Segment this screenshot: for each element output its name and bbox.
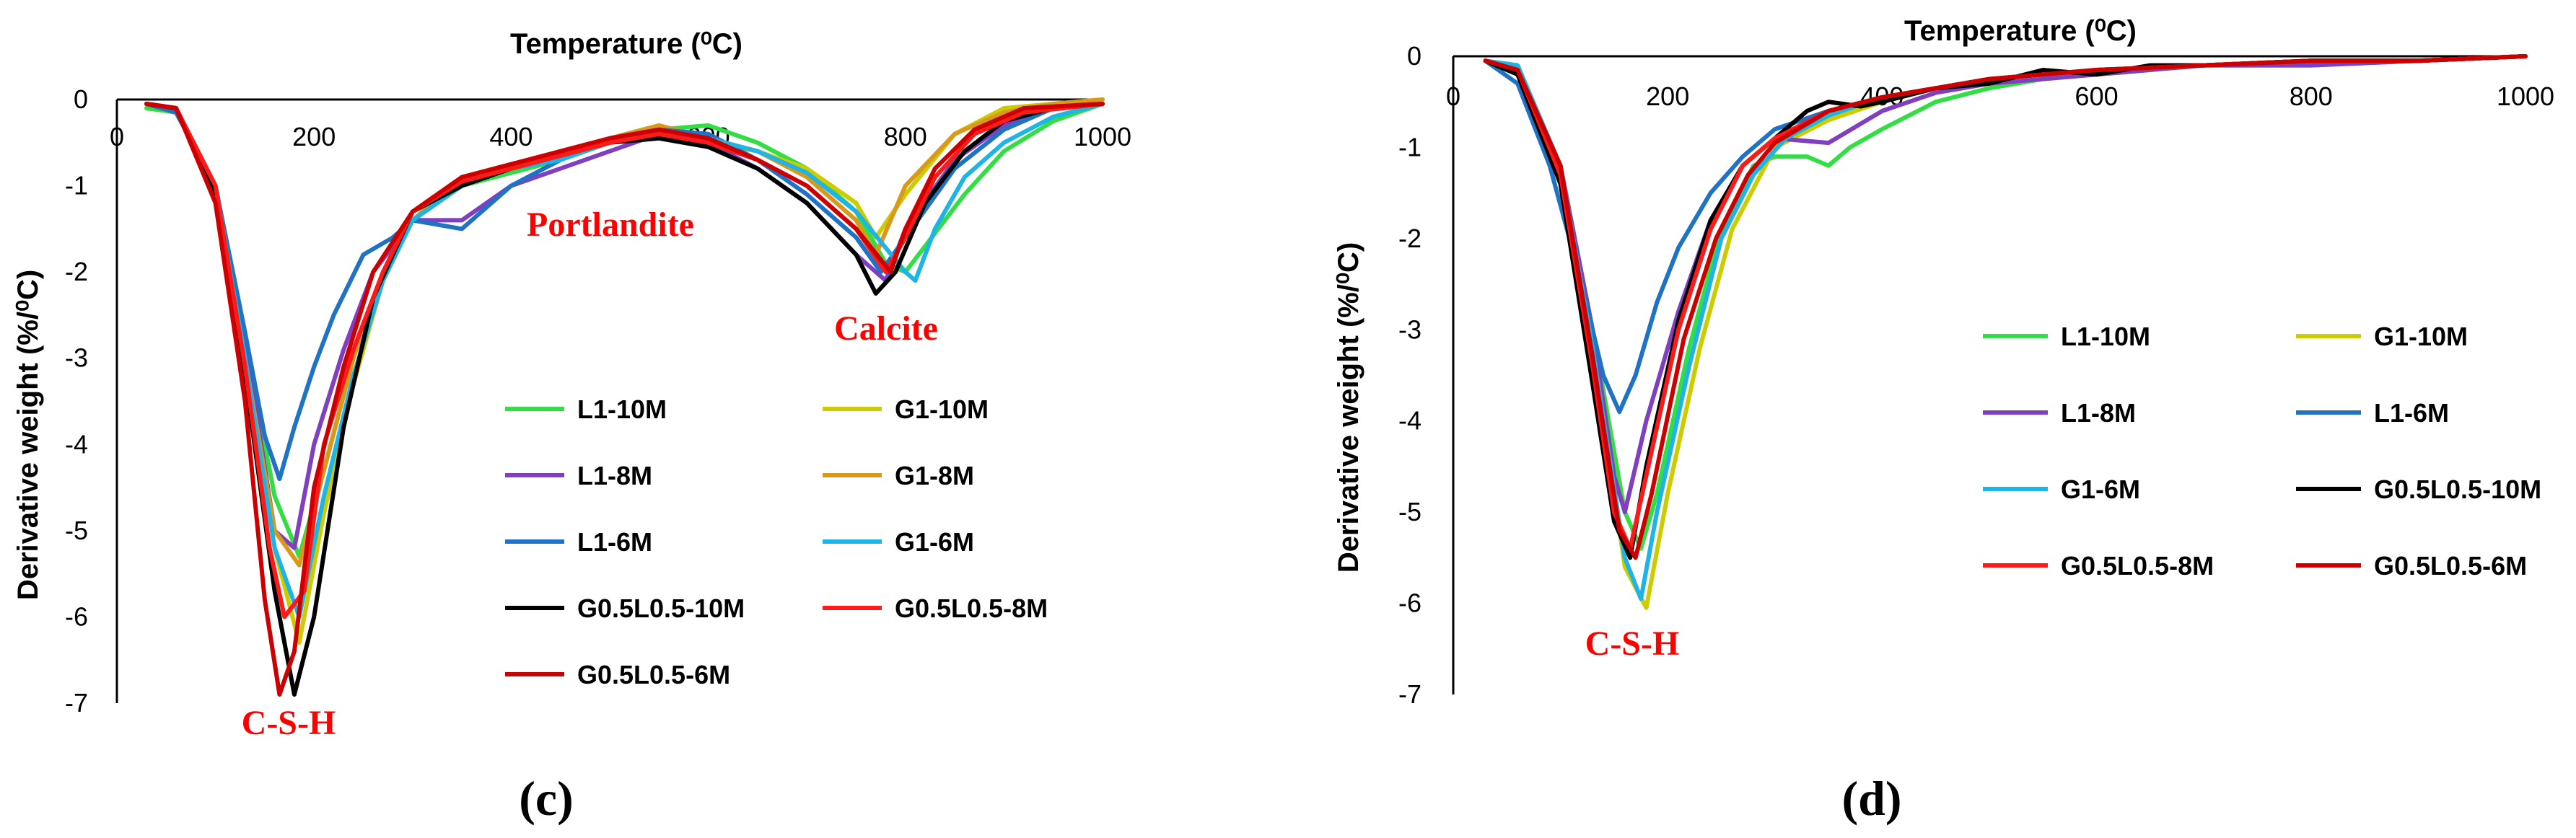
x-tick-label: 1000 <box>2497 81 2554 111</box>
x-tick-label: 0 <box>110 122 124 151</box>
x-tick-label: 800 <box>884 122 927 151</box>
series-line-g0-5l0-5-6m <box>144 102 1105 697</box>
annotation-csh-d: C-S-H <box>1585 625 1680 663</box>
x-tick-label: 600 <box>2075 81 2119 111</box>
y-tick-label: -6 <box>65 601 88 631</box>
legend-item: G0.5L0.5-8M <box>1983 551 2214 581</box>
legend-label: G0.5L0.5-6M <box>577 660 730 689</box>
series-line-g1-10m <box>144 97 1105 645</box>
y-tick-label: -5 <box>1398 497 1421 526</box>
y-tick-label: 0 <box>74 84 88 114</box>
x-tick-label: 200 <box>1646 81 1689 111</box>
legend-label: G0.5L0.5-10M <box>2374 475 2541 504</box>
legend-item: G0.5L0.5-8M <box>823 594 1048 623</box>
y-axis-title-c: Derivative weight (%/⁰C) <box>12 270 44 600</box>
legend-label: G0.5L0.5-10M <box>577 594 745 623</box>
y-tick-label: -4 <box>65 429 88 459</box>
legend-label: G1-10M <box>2374 322 2468 351</box>
y-tick-label: -1 <box>65 171 88 200</box>
annotation-portlandite: Portlandite <box>527 206 694 244</box>
legend-label: L1-8M <box>577 461 652 490</box>
series-line-g1-8m <box>144 97 1105 568</box>
x-tick-label: 1000 <box>1074 122 1131 151</box>
x-axis-title-c: Temperature (⁰C) <box>510 28 742 60</box>
legend-label: L1-6M <box>577 527 652 557</box>
legend-item: G1-8M <box>823 461 974 490</box>
legend-label: L1-8M <box>2061 398 2136 428</box>
x-axis-title-d: Temperature (⁰C) <box>1904 15 2137 47</box>
series-line-l1-6m <box>1483 54 2528 415</box>
y-tick-label: 0 <box>1407 41 1421 71</box>
legend-c: L1-10M G1-10M L1-8M G1-8M L1-6M G1-6M G0.5L0.5… <box>505 394 1048 689</box>
annotation-calcite: Calcite <box>834 309 938 348</box>
series-lines-c <box>144 97 1105 697</box>
legend-item: L1-10M <box>505 394 667 424</box>
legend-item: G0.5L0.5-6M <box>505 660 730 689</box>
legend-label: G0.5L0.5-8M <box>895 594 1048 623</box>
legend-item: G1-6M <box>1983 475 2140 504</box>
legend-label: G1-8M <box>895 461 974 490</box>
legend-label: L1-10M <box>577 394 667 424</box>
legend-item: L1-8M <box>505 461 652 490</box>
y-tick-label: -7 <box>1398 679 1421 709</box>
y-tick-label: -5 <box>65 516 88 545</box>
y-tick-label: -6 <box>1398 588 1421 618</box>
y-tick-label: -4 <box>1398 406 1421 436</box>
legend-label: G1-10M <box>895 394 989 424</box>
y-tick-label: -7 <box>65 688 88 718</box>
y-tick-label: -3 <box>1398 314 1421 344</box>
legend-item: G1-10M <box>2296 322 2468 351</box>
series-line-g1-6m <box>1483 54 2528 601</box>
x-tick-label: 400 <box>489 122 533 151</box>
legend-item: G1-6M <box>823 527 974 557</box>
legend-label: G0.5L0.5-8M <box>2061 551 2214 581</box>
legend-label: L1-10M <box>2061 322 2150 351</box>
y-tick-label: -2 <box>65 257 88 286</box>
annotation-csh-c: C-S-H <box>242 704 336 742</box>
legend-item: L1-6M <box>2296 398 2449 428</box>
legend-item: G0.5L0.5-6M <box>2296 551 2527 581</box>
series-line-l1-10m <box>1483 54 2528 551</box>
legend-label: G1-6M <box>2061 475 2140 504</box>
series-lines-d <box>1483 54 2528 610</box>
chart-panel-d: Temperature (⁰C) Derivative weight (%/⁰C… <box>1333 15 2554 826</box>
legend-item: G0.5L0.5-10M <box>505 594 745 623</box>
x-tick-label: 800 <box>2290 81 2333 111</box>
panel-label-c: (c) <box>519 771 573 826</box>
legend-item: G0.5L0.5-10M <box>2296 475 2541 504</box>
legend-label: G1-6M <box>895 527 974 557</box>
chart-panel-c: Temperature (⁰C) Derivative weight (%/⁰C… <box>12 28 1131 826</box>
y-tick-label: -1 <box>1398 132 1421 162</box>
y-axis-title-d: Derivative weight (%/⁰C) <box>1333 242 1364 573</box>
series-line-g1-10m <box>1483 54 2528 610</box>
series-line-l1-8m <box>1483 54 2528 515</box>
panel-label-d: (d) <box>1841 771 1901 826</box>
legend-d: L1-10M G1-10M L1-8M L1-6M G1-6M G0.5L0.5-10M G… <box>1983 322 2541 581</box>
legend-item: L1-10M <box>1983 322 2150 351</box>
series-line-g0-5l0-5-6m <box>1483 54 2528 560</box>
y-tick-label: -2 <box>1398 224 1421 253</box>
legend-label: G0.5L0.5-6M <box>2374 551 2527 581</box>
x-tick-label: 200 <box>292 122 336 151</box>
legend-item: G1-10M <box>823 394 989 424</box>
series-line-g0-5l0-5-10m <box>1483 54 2528 560</box>
series-line-g0-5l0-5-8m <box>1483 54 2528 551</box>
y-tick-label: -3 <box>65 343 88 373</box>
legend-item: L1-8M <box>1983 398 2136 428</box>
legend-label: L1-6M <box>2374 398 2449 428</box>
x-tick-label: 0 <box>1446 81 1460 111</box>
legend-item: L1-6M <box>505 527 652 557</box>
